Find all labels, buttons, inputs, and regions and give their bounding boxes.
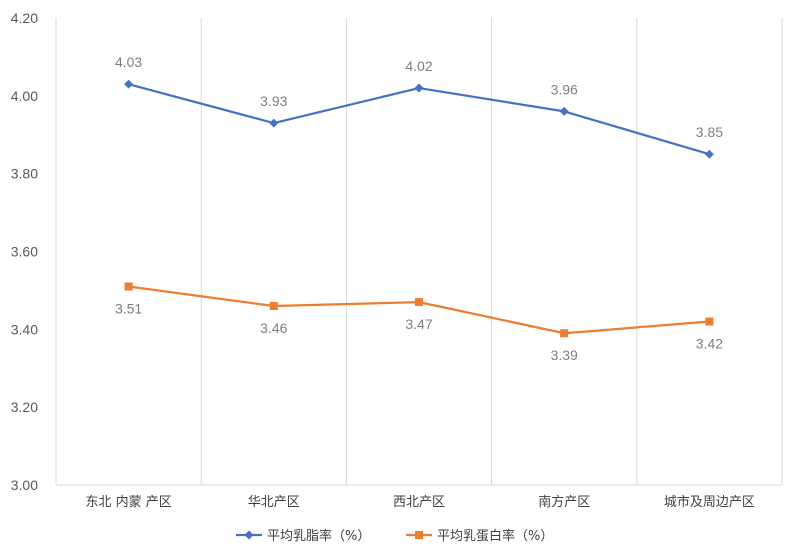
data-label: 3.46 (260, 320, 287, 336)
y-tick-label: 3.60 (11, 244, 38, 260)
data-label: 3.96 (551, 81, 578, 97)
data-point-marker (705, 317, 714, 326)
series-line (128, 83, 710, 156)
data-label: 3.42 (696, 336, 723, 352)
legend-label: 平均乳脂率（%） (267, 528, 370, 544)
data-point-marker (704, 149, 714, 159)
y-tick-label: 3.20 (11, 399, 38, 415)
x-category-label: 东北 内蒙 产区 (85, 494, 171, 510)
series-2: 3.51 3.46 3.47 3.39 3.42 (115, 282, 723, 363)
data-point-marker (560, 329, 569, 338)
data-label: 4.03 (115, 54, 142, 70)
x-category-label: 城市及周边产区 (664, 494, 755, 510)
legend-marker-swatch (244, 530, 254, 540)
data-point-marker (415, 298, 423, 307)
data-label: 3.51 (115, 301, 142, 317)
data-label: 3.47 (405, 316, 432, 332)
data-point-marker (269, 301, 278, 310)
y-tick-label: 3.40 (11, 321, 38, 337)
y-tick-label: 4.20 (11, 10, 38, 26)
y-tick-label: 4.00 (11, 88, 38, 104)
data-point-marker (124, 282, 133, 291)
legend-item-1: 平均乳脂率（%） (236, 528, 370, 544)
legend-item-2: 平均乳蛋白率（%） (406, 528, 553, 544)
chart-axes: 3.00 3.20 3.40 3.60 3.80 4.00 4.20 东北 内蒙 产区 华北产区… (11, 10, 782, 510)
chart-legend: 平均乳脂率（%） 平均乳蛋白率（%） (236, 528, 553, 544)
data-point-marker (269, 118, 279, 128)
data-point-marker (414, 83, 424, 93)
chart-series: 4.03 3.93 4.02 3.96 3.85 3.51 3.46 3.47 3.39 3.42 (115, 54, 723, 363)
data-point-marker (124, 79, 134, 89)
chart-grid (55, 18, 783, 485)
y-tick-label: 3.00 (11, 477, 38, 493)
data-label: 3.39 (551, 347, 578, 363)
legend-label: 平均乳蛋白率（%） (437, 528, 553, 544)
data-label: 3.93 (260, 93, 287, 109)
x-category-label: 南方产区 (538, 494, 590, 510)
data-point-marker (559, 106, 569, 116)
legend-marker-swatch (415, 531, 423, 539)
x-category-label: 华北产区 (248, 495, 300, 510)
x-category-label: 西北产区 (393, 495, 445, 510)
y-tick-label: 3.80 (11, 166, 38, 182)
series-1: 4.03 3.93 4.02 3.96 3.85 (115, 54, 723, 159)
data-label: 4.02 (405, 58, 432, 74)
data-label: 3.85 (696, 124, 723, 140)
